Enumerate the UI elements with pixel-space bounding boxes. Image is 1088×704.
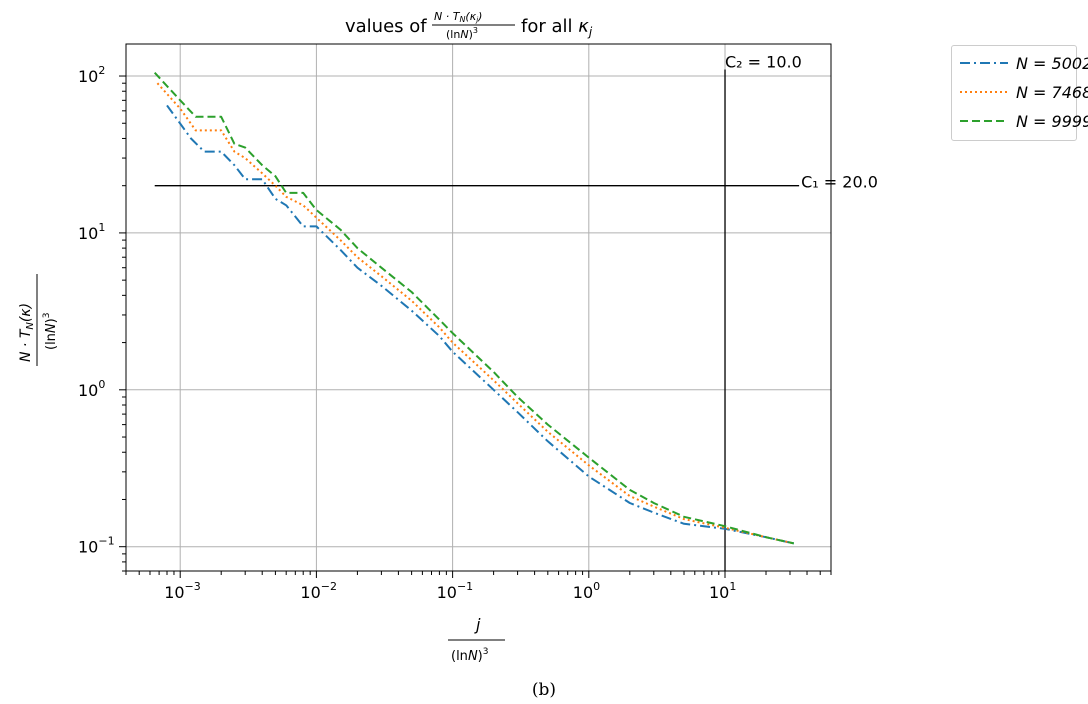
legend-swatch-dashed: [960, 120, 1008, 122]
legend-entry-n74687: N = 74687: [960, 81, 1088, 103]
plot-frame: [125, 43, 832, 572]
y-tick-label: 10−1: [78, 535, 115, 557]
svg-text:(lnN)3: (lnN)3: [451, 647, 488, 664]
y-tick-label: 101: [78, 221, 105, 243]
legend-swatch-dashdot: [960, 62, 1008, 64]
x-tick-label: 101: [709, 580, 736, 602]
x-tick-label: 100: [573, 580, 600, 602]
legend-entry-n99991: N = 99991: [960, 110, 1088, 132]
legend-swatch-dotted: [960, 91, 1008, 93]
svg-text:(lnN)3: (lnN)3: [446, 26, 478, 41]
legend: N = 50021 N = 74687 N = 99991: [951, 45, 1088, 141]
legend-label: N = 50021: [1016, 53, 1088, 73]
svg-text:(lnN)3: (lnN)3: [42, 313, 59, 350]
x-tick-label: 10−1: [437, 580, 474, 602]
series-line-2: [153, 72, 795, 545]
x-axis-label: j (lnN)3: [448, 615, 505, 664]
figure-caption: (b): [531, 680, 557, 700]
reference-label-c2: C₂ = 10.0: [725, 53, 802, 72]
x-tick-label: 10−3: [164, 580, 201, 602]
svg-text:j: j: [474, 615, 481, 634]
series-lines: [153, 72, 795, 545]
svg-text:values of: values of: [345, 16, 427, 37]
legend-label: N = 74687: [1016, 82, 1088, 102]
series-line-0: [166, 104, 795, 545]
y-tick-label: 102: [78, 64, 105, 86]
legend-entry-n50021: N = 50021: [960, 52, 1088, 74]
series-line-1: [156, 82, 795, 545]
reference-label-c1: C₁ = 20.0: [801, 173, 878, 192]
x-tick-label: 10−2: [300, 580, 337, 602]
ticks: 10−3 10−2 10−1 100 101 10−1 100 101 102: [78, 64, 832, 602]
y-axis-label: N · TN(κ) (lnN)3: [18, 274, 59, 366]
reference-lines: C₁ = 20.0 C₂ = 10.0: [154, 53, 878, 571]
svg-text:N · TN(κ): N · TN(κ): [18, 303, 36, 362]
legend-label: N = 99991: [1016, 111, 1088, 131]
chart-title: values of N · TN(κj) (lnN)3 for all κj: [345, 10, 593, 41]
y-tick-label: 100: [78, 378, 105, 400]
svg-text:for all κj: for all κj: [521, 16, 593, 39]
svg-text:N · TN(κj): N · TN(κj): [434, 10, 482, 24]
